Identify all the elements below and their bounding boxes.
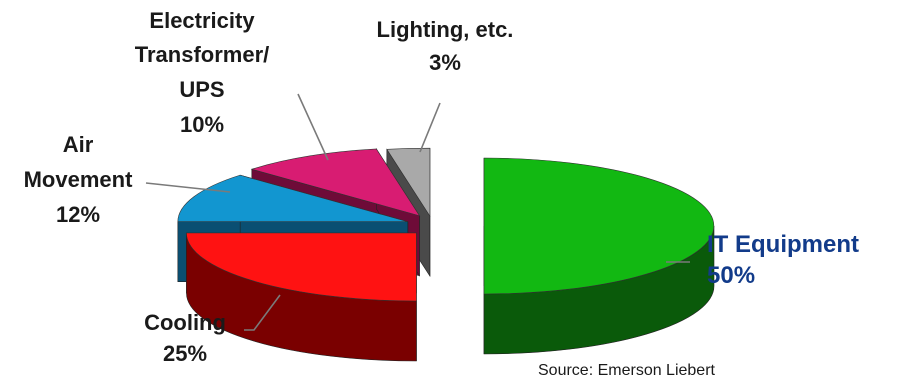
slice-air-top: [177, 174, 408, 222]
label-lighting-value: 3%: [429, 50, 461, 75]
slice-it: [483, 157, 715, 355]
label-cooling-value: 25%: [163, 341, 207, 366]
label-it-value: 50%: [707, 262, 755, 289]
slice-cooling-top: [186, 232, 417, 302]
pie-slices: [177, 147, 715, 362]
leader-line-cooling: [244, 294, 281, 331]
label-it-name: IT Equipment: [707, 231, 859, 258]
leader-line-air: [145, 182, 231, 193]
label-electric: Electricity Transformer/ UPS 10%: [135, 8, 270, 137]
leader-line-electric: [297, 93, 329, 161]
label-lighting-name: Lighting, etc.: [377, 17, 514, 42]
label-electric-line1: Electricity: [149, 8, 255, 33]
label-it: IT Equipment 50%: [707, 231, 859, 289]
label-electric-line2: Transformer/: [135, 42, 270, 67]
slice-lighting-top: [386, 147, 431, 218]
slice-cooling: [186, 232, 417, 362]
label-air-value: 12%: [56, 202, 100, 227]
leader-line-lighting: [419, 102, 441, 153]
label-lighting: Lighting, etc. 3%: [377, 17, 514, 75]
label-electric-value: 10%: [180, 112, 224, 137]
label-air: Air Movement 12%: [24, 132, 133, 227]
label-cooling-name: Cooling: [144, 310, 226, 335]
label-air-line2: Movement: [24, 167, 133, 192]
label-electric-line3: UPS: [179, 77, 224, 102]
slice-it-top: [483, 157, 715, 295]
label-air-line1: Air: [63, 132, 94, 157]
source-note: Source: Emerson Liebert: [538, 362, 716, 379]
label-cooling: Cooling 25%: [144, 310, 226, 366]
slice-electric-top: [250, 148, 421, 217]
